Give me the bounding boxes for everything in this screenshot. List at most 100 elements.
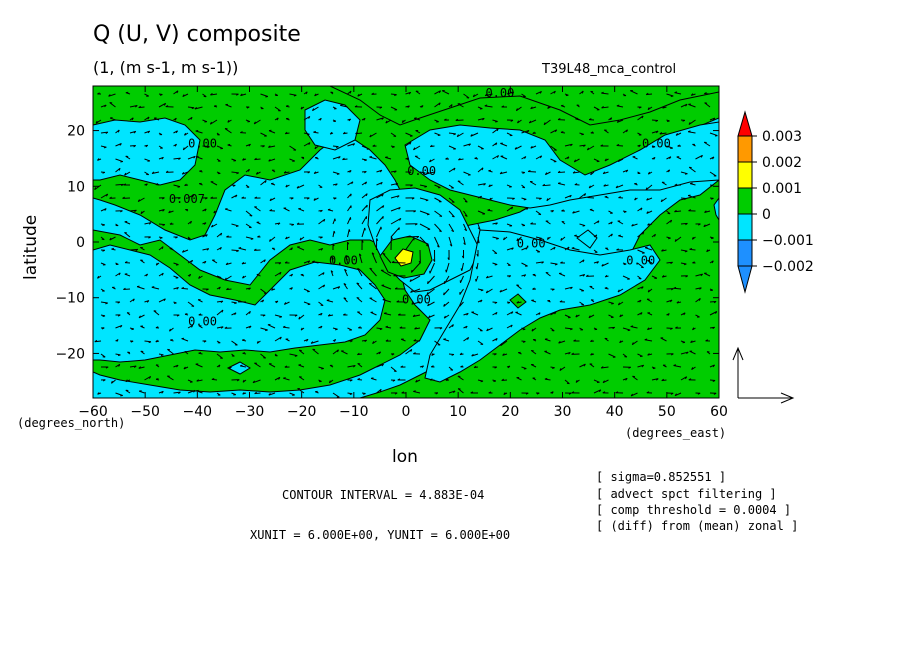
- wind-vector: [680, 103, 688, 108]
- wind-vector: [704, 272, 711, 277]
- wind-vector-head: [117, 129, 120, 133]
- wind-vector: [173, 157, 181, 160]
- wind-vector: [463, 93, 470, 99]
- wind-vector-head: [308, 116, 311, 119]
- wind-vector-head: [109, 237, 112, 241]
- wind-vector-head: [282, 325, 286, 328]
- wind-vector: [195, 130, 203, 134]
- wind-vector-head: [617, 289, 620, 293]
- wind-vector: [601, 106, 609, 109]
- wind-vector-head: [163, 298, 166, 302]
- wind-vector: [506, 311, 514, 316]
- wind-vector: [689, 350, 696, 355]
- wind-vector: [297, 246, 305, 251]
- wind-vector: [448, 223, 455, 232]
- wind-vector-head: [204, 208, 207, 212]
- wind-vector-head: [486, 328, 489, 332]
- wind-vector-head: [342, 131, 346, 135]
- wind-vector: [680, 351, 689, 355]
- wind-vector-head: [391, 260, 395, 263]
- wind-vector: [100, 131, 108, 134]
- wind-vector-head: [711, 260, 714, 264]
- wind-vector-head: [495, 312, 498, 315]
- wind-vector-head: [358, 326, 361, 329]
- wind-vector-head: [455, 118, 459, 121]
- wind-vector-head: [512, 197, 515, 200]
- wind-vector-head: [381, 363, 384, 367]
- x-tick-label: 50: [658, 404, 676, 420]
- wind-vector: [528, 170, 537, 173]
- wind-vector-head: [124, 172, 127, 176]
- wind-vector: [615, 184, 624, 189]
- colorbar-swatch-max: [737, 110, 753, 137]
- wind-vector: [332, 349, 339, 355]
- wind-vector: [521, 207, 529, 212]
- wind-vector-head: [431, 353, 434, 356]
- wind-vector-head: [160, 354, 164, 357]
- wind-vector-head: [291, 224, 295, 226]
- wind-vector: [695, 273, 703, 277]
- wind-vector: [674, 392, 682, 397]
- wind-vector-head: [119, 325, 123, 328]
- wind-vector: [471, 353, 479, 357]
- reference-vector-horizontal-head: [780, 392, 795, 404]
- contour-labels: 0.00 0.00 0.00 0.00 0.007 0.00 0.00 0.00 0.00 0.0…: [169, 86, 671, 328]
- wind-vector-head: [294, 314, 298, 317]
- wind-vector-head: [384, 312, 387, 314]
- wind-vector-head: [262, 145, 265, 148]
- wind-vector-head: [616, 120, 620, 123]
- wind-vector: [411, 262, 421, 273]
- wind-vector-head: [118, 364, 121, 367]
- colorbar-swatch: [737, 161, 753, 189]
- wind-vector-head: [146, 300, 150, 303]
- wind-vector-head: [543, 122, 546, 125]
- wind-vector: [332, 156, 341, 160]
- wind-vector-head: [628, 366, 631, 369]
- y-tick-label: −10: [55, 291, 85, 307]
- wind-vector: [666, 145, 673, 149]
- wind-vector: [238, 247, 247, 251]
- contour-label: 0.00: [188, 315, 217, 329]
- chart-subtitle: (1, (m s-1, m s-1)): [93, 58, 239, 77]
- wind-vector-head: [560, 237, 563, 241]
- wind-vector-head: [394, 392, 398, 395]
- wind-vector: [463, 223, 468, 231]
- wind-vector-head: [116, 339, 119, 342]
- x-tick-label: 30: [554, 404, 572, 420]
- wind-vector-head: [618, 234, 621, 237]
- wind-vector-head: [169, 328, 171, 332]
- wind-vector-head: [335, 328, 338, 331]
- wind-vector-head: [132, 298, 135, 302]
- wind-vector-head: [447, 257, 450, 261]
- wind-vector: [410, 288, 421, 293]
- wind-vector-head: [102, 224, 105, 227]
- wind-vector-head: [415, 379, 418, 383]
- wind-vector-head: [551, 288, 555, 291]
- wind-vector-head: [524, 156, 527, 159]
- wind-vector: [260, 93, 269, 97]
- wind-vector-head: [425, 199, 429, 202]
- wind-vector-head: [619, 340, 622, 343]
- wind-vector-head: [683, 312, 686, 316]
- wind-vector-head: [557, 118, 561, 121]
- wind-vector-head: [453, 167, 456, 171]
- wind-vector-head: [489, 197, 492, 201]
- wind-vector-head: [488, 391, 492, 394]
- wind-vector: [187, 155, 196, 160]
- wind-vector: [129, 248, 138, 251]
- wind-vector-head: [307, 260, 311, 264]
- wind-vector-head: [573, 159, 577, 163]
- note-diff: [ (diff) from (mean) zonal ]: [596, 519, 799, 533]
- wind-vector: [254, 362, 261, 368]
- wind-vector: [515, 311, 522, 316]
- wind-vector-head: [385, 339, 389, 342]
- wind-vector-head: [131, 117, 134, 121]
- wind-vector: [405, 348, 413, 355]
- wind-vector: [129, 365, 137, 368]
- wind-vector-head: [102, 315, 106, 318]
- wind-vector-head: [333, 339, 337, 342]
- wind-vector-head: [610, 233, 613, 237]
- wind-vector-head: [194, 106, 198, 110]
- wind-vector: [428, 314, 435, 319]
- wind-vector: [136, 286, 145, 290]
